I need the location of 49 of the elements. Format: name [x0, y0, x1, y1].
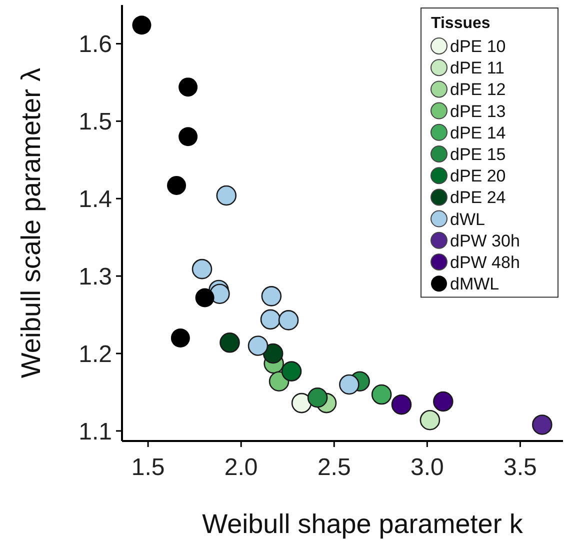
point — [248, 336, 268, 356]
y-tick-label: 1.6 — [78, 31, 112, 58]
point — [261, 286, 282, 306]
legend-label: dPE 20 — [450, 166, 506, 186]
x-tick-label: 2.5 — [317, 454, 351, 481]
x-tick-label: 3.0 — [410, 454, 444, 481]
legend-label: dPE 13 — [450, 102, 506, 121]
x-tick-label: 3.5 — [504, 454, 537, 481]
x-tick-label: 2.0 — [224, 454, 258, 481]
y-tick-label: 1.1 — [78, 418, 112, 446]
point — [132, 16, 152, 35]
point — [170, 328, 190, 348]
legend-label: dMWL — [450, 274, 500, 294]
point — [260, 309, 281, 330]
point — [420, 410, 440, 430]
point — [167, 176, 186, 195]
point — [216, 185, 237, 206]
point — [262, 343, 284, 364]
y-tick-label: 1.5 — [78, 108, 112, 136]
point — [278, 310, 299, 330]
point — [281, 361, 302, 382]
y-axis-title: Weibull scale parameter λ — [16, 67, 46, 378]
point — [178, 127, 198, 146]
legend-label: dPW 48h — [450, 252, 520, 272]
x-axis-title: Weibull shape parameter k — [202, 509, 524, 539]
x-tick-label: 1.5 — [131, 454, 165, 481]
point — [192, 258, 212, 280]
y-tick-label: 1.3 — [78, 263, 112, 290]
legend-label: dPE 24 — [450, 188, 506, 208]
point — [339, 374, 360, 395]
point — [391, 394, 412, 415]
point — [220, 332, 240, 353]
point — [371, 384, 392, 405]
point — [291, 392, 312, 414]
legend-label: dPE 11 — [450, 58, 505, 78]
legend-label: dPE 12 — [450, 80, 506, 100]
point — [433, 391, 454, 412]
point — [178, 78, 198, 97]
legend-title: Tissues — [431, 15, 490, 32]
legend-label: dPW 30h — [450, 231, 520, 250]
point — [532, 414, 552, 435]
legend-label: dPE 15 — [450, 144, 506, 164]
y-tick-label: 1.4 — [78, 186, 112, 214]
legend-label: dPE 10 — [450, 36, 506, 56]
legend-label: dPE 14 — [450, 123, 506, 142]
y-tick-label: 1.2 — [78, 340, 112, 368]
point — [195, 288, 214, 308]
point — [307, 387, 328, 408]
legend-label: dWL — [450, 210, 485, 229]
